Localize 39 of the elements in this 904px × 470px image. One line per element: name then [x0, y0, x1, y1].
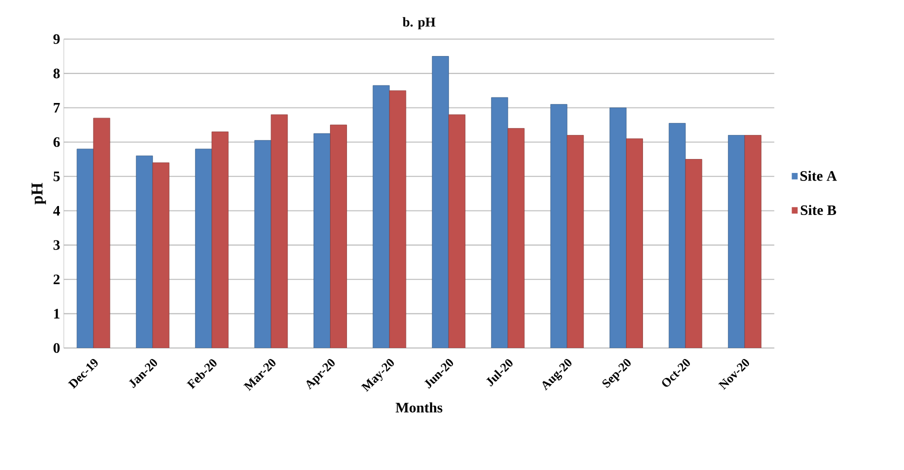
bar	[626, 138, 643, 348]
y-axis-title: pH	[32, 183, 46, 205]
bar	[744, 135, 762, 348]
bar	[195, 149, 212, 348]
bar	[668, 123, 686, 348]
bar	[550, 104, 568, 348]
y-tick-label: 4	[53, 206, 60, 216]
bar	[254, 140, 272, 348]
y-tick-label: 7	[54, 103, 60, 113]
bar	[93, 118, 110, 348]
legend-label: Site B	[800, 205, 836, 216]
bar	[372, 86, 390, 348]
bar	[566, 135, 584, 348]
y-tick-label: 5	[54, 172, 60, 182]
bar	[314, 134, 330, 348]
y-tick-label: 8	[53, 68, 60, 79]
bar	[389, 90, 406, 348]
bar	[728, 135, 745, 348]
chart-title: b. pH	[402, 17, 436, 30]
bar	[76, 149, 94, 348]
bar	[491, 98, 508, 348]
bar	[152, 162, 170, 348]
y-tick-label: 1	[54, 309, 60, 319]
y-tick-label: 3	[54, 240, 60, 250]
bar	[270, 114, 288, 348]
x-axis-title: Months	[396, 402, 442, 413]
bar	[610, 108, 626, 348]
bar	[685, 159, 702, 348]
bar	[432, 56, 449, 348]
bar	[136, 156, 153, 348]
y-tick-label: 0	[54, 343, 60, 354]
bar	[330, 124, 347, 348]
bar	[212, 132, 229, 348]
legend-label: Site A	[800, 170, 837, 182]
y-tick-label: 2	[54, 274, 60, 284]
bar	[448, 114, 466, 348]
y-tick-label: 9	[53, 34, 60, 44]
y-tick-label: 6	[53, 138, 60, 148]
bar	[508, 128, 525, 348]
